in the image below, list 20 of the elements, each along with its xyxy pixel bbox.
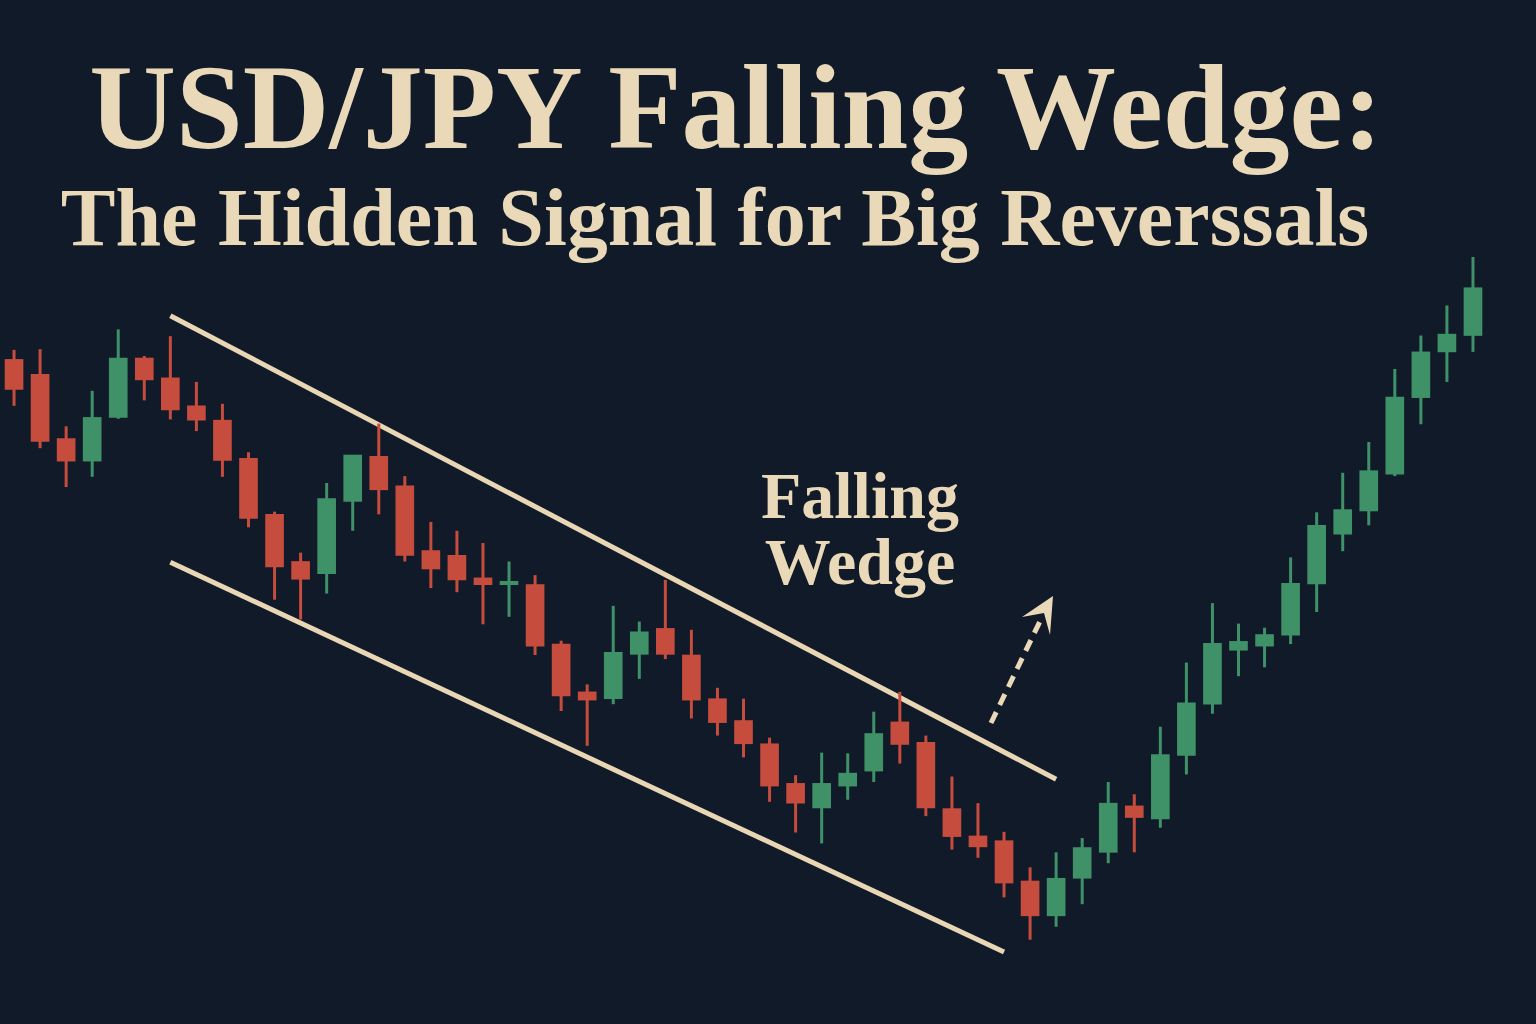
annotation: Falling Wedge bbox=[759, 459, 960, 598]
candlestick bbox=[1255, 627, 1274, 668]
candlestick bbox=[1229, 623, 1248, 678]
candlestick bbox=[838, 753, 858, 800]
candlestick bbox=[1124, 794, 1144, 853]
candlestick bbox=[56, 426, 76, 489]
chart-title: USD/JPY Falling Wedge: bbox=[88, 40, 1384, 176]
candlestick bbox=[473, 543, 493, 625]
candlestick bbox=[890, 690, 910, 764]
candlestick bbox=[629, 621, 649, 679]
candlestick bbox=[577, 684, 597, 746]
candlestick bbox=[786, 775, 805, 833]
candlestick bbox=[187, 380, 206, 433]
candlestick bbox=[134, 355, 154, 401]
candlestick bbox=[734, 698, 753, 758]
candlestick bbox=[499, 561, 519, 617]
candlestick bbox=[1437, 305, 1457, 382]
candlestick bbox=[291, 552, 310, 620]
candlestick bbox=[421, 520, 441, 590]
candlestick bbox=[968, 803, 988, 858]
